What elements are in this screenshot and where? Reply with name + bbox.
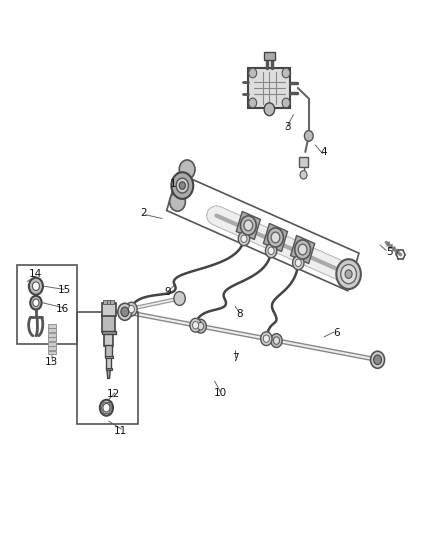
Circle shape: [374, 355, 381, 365]
Text: 11: 11: [113, 426, 127, 435]
Polygon shape: [236, 212, 260, 239]
Circle shape: [265, 244, 277, 258]
Circle shape: [195, 319, 206, 333]
Circle shape: [29, 278, 43, 295]
Bar: [17, 265, 77, 344]
Bar: [48, 351, 56, 354]
Circle shape: [238, 232, 250, 246]
Circle shape: [336, 259, 361, 289]
Text: 12: 12: [106, 390, 120, 399]
Text: 8: 8: [237, 310, 244, 319]
Bar: [104, 332, 113, 346]
Circle shape: [33, 299, 39, 306]
Bar: [48, 324, 56, 328]
Circle shape: [341, 264, 357, 284]
Circle shape: [261, 332, 272, 345]
Bar: [102, 331, 116, 334]
Circle shape: [271, 334, 282, 348]
Circle shape: [295, 259, 301, 266]
Bar: [106, 368, 112, 370]
Circle shape: [32, 282, 39, 290]
Circle shape: [179, 160, 195, 179]
Text: 4: 4: [321, 147, 328, 157]
Circle shape: [268, 247, 274, 255]
Bar: [264, 52, 275, 60]
Circle shape: [118, 303, 132, 320]
Bar: [48, 346, 56, 350]
Polygon shape: [107, 369, 110, 378]
Text: 15: 15: [58, 286, 71, 295]
Text: 7: 7: [232, 353, 239, 363]
Text: 14: 14: [29, 270, 42, 279]
Circle shape: [371, 351, 385, 368]
Bar: [105, 345, 112, 357]
Circle shape: [171, 172, 193, 199]
Polygon shape: [290, 236, 314, 263]
Circle shape: [179, 182, 185, 189]
Circle shape: [264, 103, 275, 116]
Bar: [103, 300, 107, 304]
Polygon shape: [248, 68, 290, 108]
Bar: [102, 315, 115, 332]
Circle shape: [170, 192, 185, 211]
Bar: [102, 303, 116, 316]
Bar: [110, 300, 114, 304]
Circle shape: [304, 131, 313, 141]
Circle shape: [126, 302, 137, 316]
Circle shape: [176, 178, 188, 193]
Text: 5: 5: [386, 247, 393, 256]
Circle shape: [293, 256, 304, 270]
Bar: [48, 333, 56, 337]
Circle shape: [100, 400, 113, 416]
Circle shape: [263, 335, 269, 342]
Text: 6: 6: [333, 328, 340, 338]
Bar: [48, 328, 56, 333]
Circle shape: [30, 296, 42, 310]
Circle shape: [268, 228, 283, 247]
Bar: [105, 356, 113, 358]
Text: 3: 3: [284, 122, 291, 132]
Circle shape: [271, 232, 280, 243]
Circle shape: [345, 270, 352, 278]
Text: 10: 10: [213, 389, 226, 398]
Bar: [48, 337, 56, 341]
Circle shape: [249, 68, 257, 78]
Circle shape: [190, 318, 201, 332]
Circle shape: [198, 322, 204, 330]
Bar: [299, 157, 308, 167]
Circle shape: [244, 220, 253, 231]
Circle shape: [273, 337, 279, 344]
Text: 13: 13: [45, 358, 58, 367]
Circle shape: [193, 321, 199, 329]
Circle shape: [128, 305, 134, 313]
Polygon shape: [263, 223, 287, 252]
Circle shape: [121, 307, 129, 317]
Text: 9: 9: [164, 287, 171, 297]
Circle shape: [300, 171, 307, 179]
Circle shape: [240, 216, 256, 235]
Circle shape: [298, 244, 307, 255]
Circle shape: [282, 98, 290, 108]
Circle shape: [282, 68, 290, 78]
Bar: [106, 357, 111, 369]
Bar: [77, 312, 138, 424]
Bar: [107, 300, 110, 304]
Text: 1: 1: [170, 179, 177, 189]
Circle shape: [295, 240, 311, 259]
Circle shape: [174, 292, 185, 305]
Bar: [48, 342, 56, 345]
Circle shape: [241, 235, 247, 243]
Circle shape: [103, 403, 110, 412]
Text: 2: 2: [140, 208, 147, 218]
Text: 16: 16: [56, 304, 69, 314]
Circle shape: [249, 98, 257, 108]
